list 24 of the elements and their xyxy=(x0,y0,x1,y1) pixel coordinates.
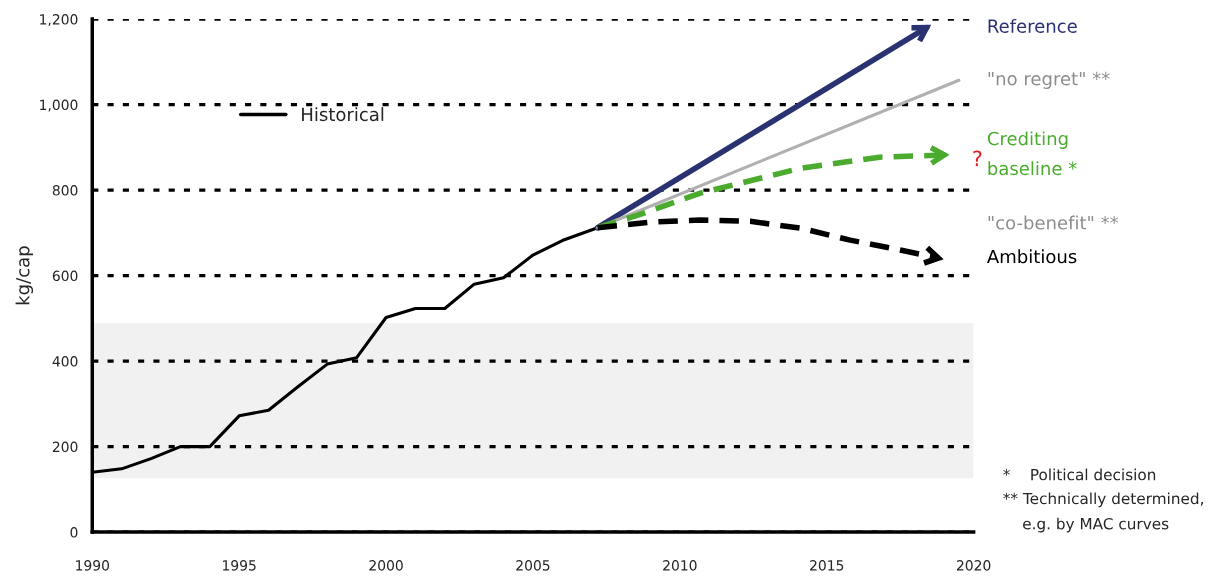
y-axis-title: kg/cap xyxy=(15,246,34,305)
y-tick-label: 800 xyxy=(52,185,78,196)
series-label: "no regret" ** xyxy=(988,71,1110,89)
y-tick-label: 1,200 xyxy=(40,14,78,26)
text: "co-benefit" ** xyxy=(988,215,1119,230)
y-tick-label: 400 xyxy=(52,356,78,367)
text: Reference xyxy=(988,18,1077,33)
y-tick-label: 1,000 xyxy=(40,99,78,112)
text: ** Technically determined, e.g. by MAC curves xyxy=(1003,492,1203,533)
text: * Political decision xyxy=(1003,468,1156,481)
text: Ambitious xyxy=(986,249,1077,264)
x-tick-label: 1995 xyxy=(223,560,256,571)
y-tick-label: 600 xyxy=(52,270,78,282)
y-tick-label: 0 xyxy=(70,527,78,538)
x-tick-label: 2020 xyxy=(956,560,991,571)
x-tick-label: 1990 xyxy=(76,560,110,571)
x-tick-label: 2015 xyxy=(810,560,844,571)
y-tick-label: 200 xyxy=(52,441,78,453)
text: Crediting baseline * xyxy=(987,131,1077,176)
annotation: ? xyxy=(973,150,982,166)
x-tick-label: 2000 xyxy=(369,560,403,571)
legend-label: Historical xyxy=(302,107,384,122)
x-tick-label: 2010 xyxy=(663,560,697,571)
x-tick-label: 2005 xyxy=(516,560,550,571)
